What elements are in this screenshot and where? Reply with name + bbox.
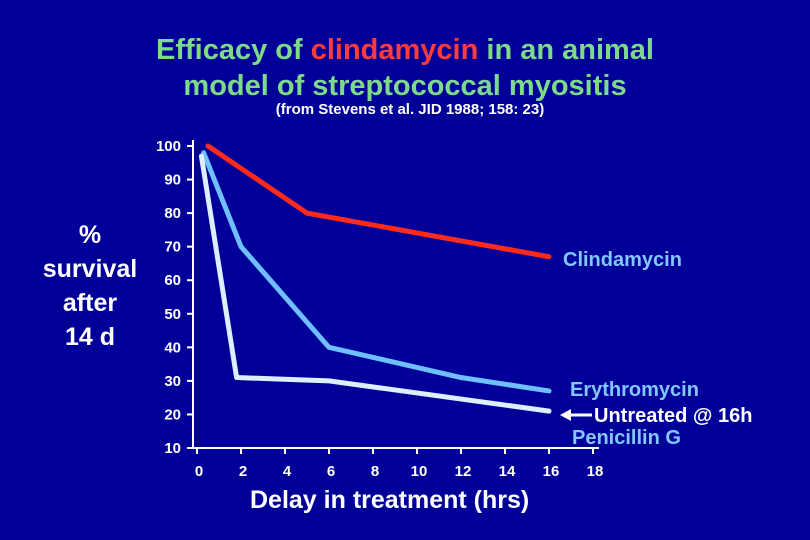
y-axis-label-line: 14 d bbox=[64, 323, 116, 351]
x-tick-label: 4 bbox=[283, 463, 292, 480]
y-axis-label: % survival after 14 d bbox=[30, 218, 150, 354]
series-label-penicillin: Penicillin G bbox=[572, 427, 681, 449]
y-tick-label: 100 bbox=[156, 138, 181, 155]
series-label-erythromycin: Erythromycin bbox=[570, 379, 699, 401]
x-tick-label: 0 bbox=[195, 463, 203, 480]
chart-subtitle: (from Stevens et al. JID 1988; 158: 23) bbox=[275, 101, 545, 118]
series-line-erythromycin bbox=[201, 150, 552, 394]
y-axis-label-line: after bbox=[62, 289, 118, 317]
y-tick-label: 80 bbox=[164, 205, 181, 222]
x-tick-label: 12 bbox=[455, 463, 472, 480]
y-tick-label: 60 bbox=[164, 272, 181, 289]
x-tick-label: 6 bbox=[327, 463, 335, 480]
chart-title: Efficacy of clindamycin in an animal mod… bbox=[0, 32, 810, 104]
series-label-clindamycin: Clindamycin bbox=[563, 249, 682, 271]
y-tick-label: 70 bbox=[164, 239, 181, 256]
annotation-untreated: Untreated @ 16h bbox=[594, 405, 752, 427]
annotation-arrow-icon bbox=[560, 409, 571, 421]
title-line-1: Efficacy of clindamycin in an animal bbox=[155, 34, 654, 66]
y-axis-label-line: survival bbox=[42, 255, 138, 283]
title-highlight-clindamycin: clindamycin bbox=[310, 34, 479, 66]
y-tick-label: 30 bbox=[164, 373, 181, 390]
y-tick-label: 40 bbox=[164, 339, 181, 356]
y-tick-label: 90 bbox=[164, 172, 181, 189]
title-line-2: model of streptococcal myositis bbox=[183, 70, 627, 102]
series-line-penicillin-g bbox=[198, 153, 552, 414]
x-tick-label: 16 bbox=[543, 463, 560, 480]
x-tick-label: 2 bbox=[239, 463, 247, 480]
x-tick-label: 10 bbox=[411, 463, 428, 480]
y-axis-label-line: % bbox=[78, 221, 102, 249]
y-tick-label: 50 bbox=[164, 306, 181, 323]
x-tick-label: 8 bbox=[371, 463, 379, 480]
y-tick-label: 10 bbox=[164, 440, 181, 457]
x-tick-label: 14 bbox=[499, 463, 516, 480]
x-tick-label: 18 bbox=[587, 463, 604, 480]
x-axis-label: Delay in treatment (hrs) bbox=[250, 486, 530, 514]
series-line-clindamycin bbox=[205, 143, 552, 260]
y-tick-label: 20 bbox=[164, 406, 181, 423]
